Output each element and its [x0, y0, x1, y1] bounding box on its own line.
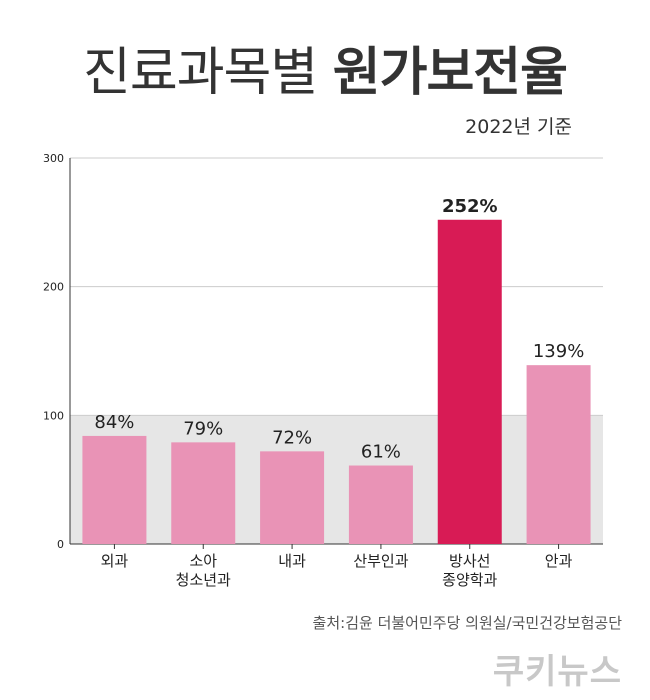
data-label: 79% — [183, 418, 223, 439]
category-label: 방사선 종양학과 — [442, 552, 497, 589]
data-label: 72% — [272, 427, 312, 448]
data-label: 84% — [94, 412, 134, 433]
publisher-logo: 쿠키뉴스 — [492, 652, 622, 692]
chart-subtitle: 2022년 기준 — [465, 116, 572, 138]
chart-title-light: 진료과목별 — [83, 43, 318, 103]
y-tick-label: 100 — [43, 409, 64, 422]
data-label: 252% — [442, 196, 498, 217]
reference-band — [70, 415, 603, 544]
y-tick-label: 0 — [57, 538, 64, 551]
bar — [82, 435, 147, 544]
bar — [348, 465, 413, 544]
bar — [171, 442, 236, 544]
chart-title-bold: 원가보전율 — [332, 43, 568, 103]
bar — [260, 451, 325, 544]
category-label: 안과 — [545, 552, 573, 570]
data-label: 139% — [533, 341, 584, 362]
category-label: 내과 — [278, 552, 306, 570]
chart-title: 진료과목별 원가보전율 — [0, 30, 650, 105]
bar — [526, 365, 591, 544]
category-label: 소아 청소년과 — [176, 552, 231, 589]
y-tick-label: 200 — [43, 281, 64, 294]
category-label: 외과 — [101, 552, 129, 570]
bar — [437, 219, 502, 544]
source-note: 출처:김윤 더불어민주당 의원실/국민건강보험공단 — [312, 614, 622, 632]
bar-chart: 0 100 200 300 84% 외과 79% 소아 청소년과 72% 내과 61% 산부인과 252%… — [43, 152, 603, 589]
y-tick-label: 300 — [43, 152, 64, 165]
category-label: 산부인과 — [353, 552, 408, 570]
data-label: 61% — [361, 442, 401, 463]
